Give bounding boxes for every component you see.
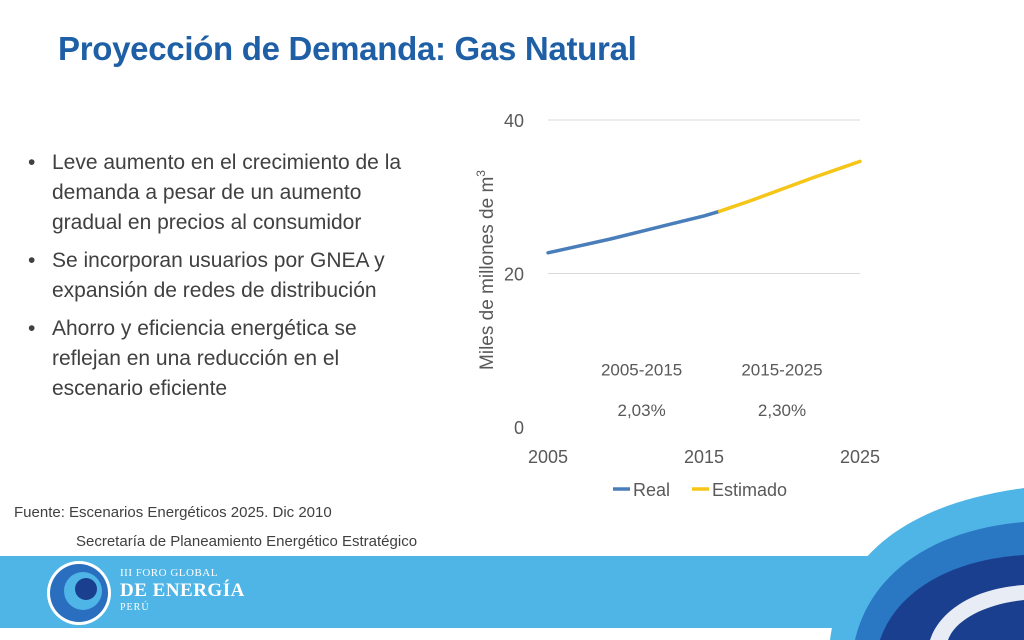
bullet-text: Se incorporan usuarios por GNEA y expans… <box>52 249 385 302</box>
x-tick-label: 2025 <box>840 447 880 467</box>
demand-line-chart: 0 20 40 2005 2015 2025 2005-2015 2,03% 2015-202… <box>474 111 880 500</box>
annotation-rate: 2,30% <box>758 401 806 420</box>
legend-label: Real <box>633 480 670 500</box>
annotation-period: 2005-2015 <box>601 360 682 379</box>
bullet-text: Ahorro y eficiencia energética se reflej… <box>52 317 357 400</box>
series-lines <box>546 159 862 255</box>
y-tick-label: 0 <box>514 418 524 438</box>
series-line-real <box>546 209 722 255</box>
source-line-2: Secretaría de Planeamiento Energético Es… <box>76 533 418 550</box>
foro-logo-text: III FORO GLOBAL DE ENERGÍA PERÚ <box>120 567 245 614</box>
axis-ticks: 0 20 40 2005 2015 2025 <box>504 111 880 467</box>
x-tick-label: 2015 <box>684 447 724 467</box>
gridlines <box>548 119 860 274</box>
y-axis-label-superscript: 3 <box>474 170 488 177</box>
logo-line-2: DE ENERGÍA <box>120 580 245 601</box>
page-title: Proyección de Demanda: Gas Natural <box>58 30 637 67</box>
bullet-list: • Leve aumento en el crecimiento de la d… <box>28 148 408 412</box>
bullet-dot: • <box>28 317 36 340</box>
y-axis-label: Miles de millones de m3 <box>474 170 498 370</box>
bullet-item: • Se incorporan usuarios por GNEA y expa… <box>28 246 408 306</box>
y-tick-label: 40 <box>504 111 524 131</box>
logo-line-3: PERÚ <box>120 602 150 613</box>
y-axis-label-text: Miles de millones de m <box>477 177 498 370</box>
source-line-1: Fuente: Escenarios Energéticos 2025. Dic… <box>14 504 332 521</box>
legend-label: Estimado <box>712 480 787 500</box>
logo-line-1: III FORO GLOBAL <box>120 567 218 579</box>
footer-bottom-strip <box>0 628 1024 640</box>
bullet-text: Leve aumento en el crecimiento de la dem… <box>52 151 402 234</box>
y-tick-label: 20 <box>504 265 524 285</box>
annotation-rate: 2,03% <box>617 401 665 420</box>
x-tick-label: 2005 <box>528 447 568 467</box>
source-note: Fuente: Escenarios Energéticos 2025. Dic… <box>14 498 417 556</box>
bullet-item: • Leve aumento en el crecimiento de la d… <box>28 148 408 238</box>
foro-logo-icon <box>47 561 111 625</box>
bullet-dot: • <box>28 249 36 272</box>
annotation-period: 2015-2025 <box>741 360 822 379</box>
bullet-dot: • <box>28 151 36 174</box>
legend: Real Estimado <box>613 480 787 500</box>
bullet-item: • Ahorro y eficiencia energética se refl… <box>28 314 408 404</box>
annotations: 2005-2015 2,03% 2015-2025 2,30% <box>601 360 823 420</box>
series-line-estimado <box>717 159 862 214</box>
